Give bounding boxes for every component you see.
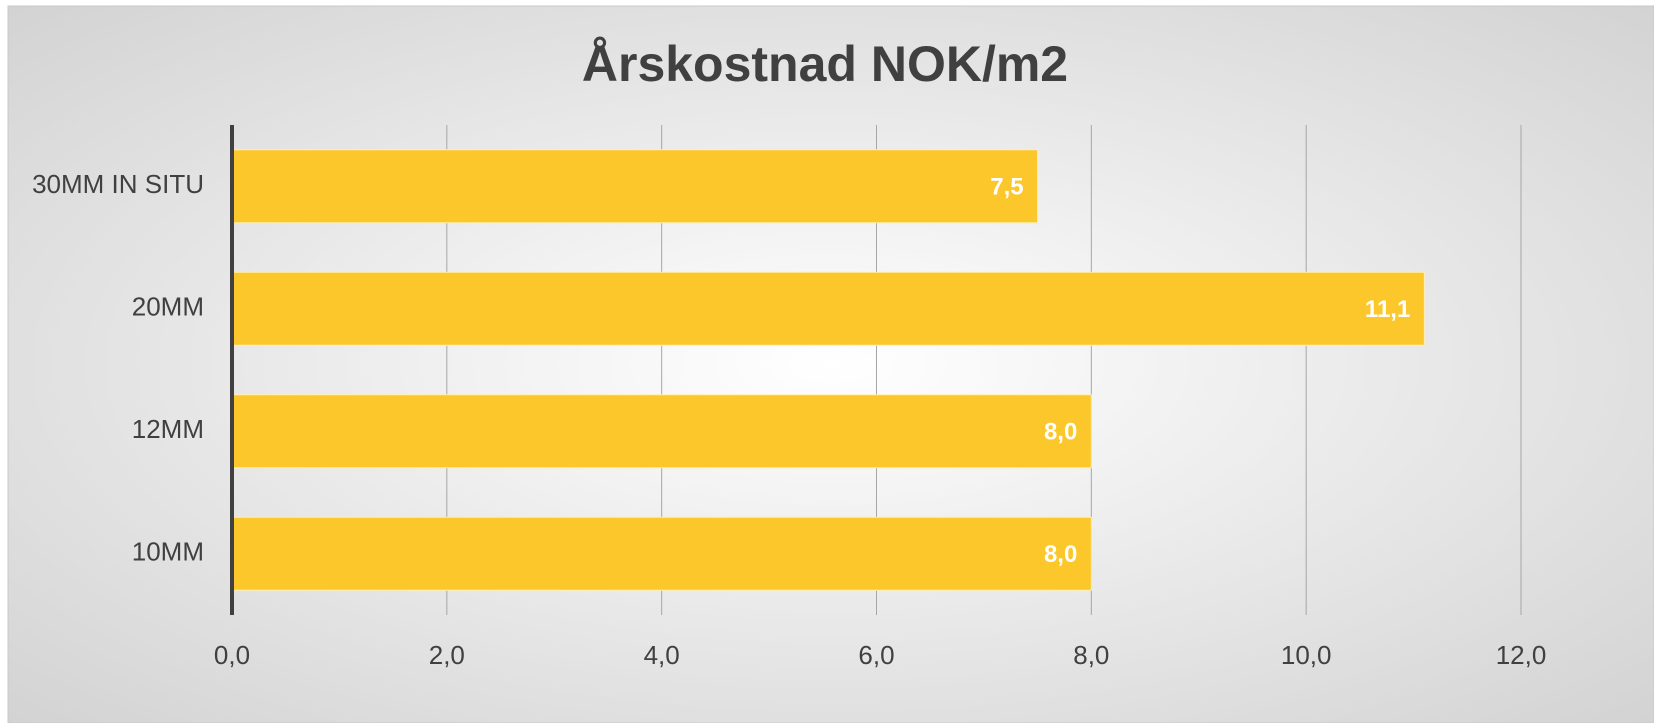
x-tick-label: 12,0: [1496, 640, 1547, 670]
y-tick-label: 10MM: [132, 537, 204, 567]
bar: [231, 271, 1425, 346]
value-label: 8,0: [1044, 541, 1077, 568]
bar: [231, 149, 1039, 224]
bar: [231, 394, 1092, 469]
x-tick-label: 2,0: [429, 640, 465, 670]
chart-title: Årskostnad NOK/m2: [582, 36, 1068, 92]
x-tick-label: 10,0: [1281, 640, 1332, 670]
x-tick-label: 4,0: [644, 640, 680, 670]
x-tick-label: 6,0: [858, 640, 894, 670]
x-tick-label: 8,0: [1073, 640, 1109, 670]
value-label: 11,1: [1365, 296, 1410, 323]
y-tick-label: 30MM IN SITU: [32, 169, 204, 199]
value-label: 8,0: [1044, 419, 1077, 446]
y-tick-label: 12MM: [132, 414, 204, 444]
y-tick-label: 20MM: [132, 292, 204, 322]
chart-background: [7, 5, 1654, 724]
x-tick-label: 0,0: [214, 640, 250, 670]
value-label: 7,5: [990, 174, 1023, 201]
bar: [231, 516, 1092, 591]
